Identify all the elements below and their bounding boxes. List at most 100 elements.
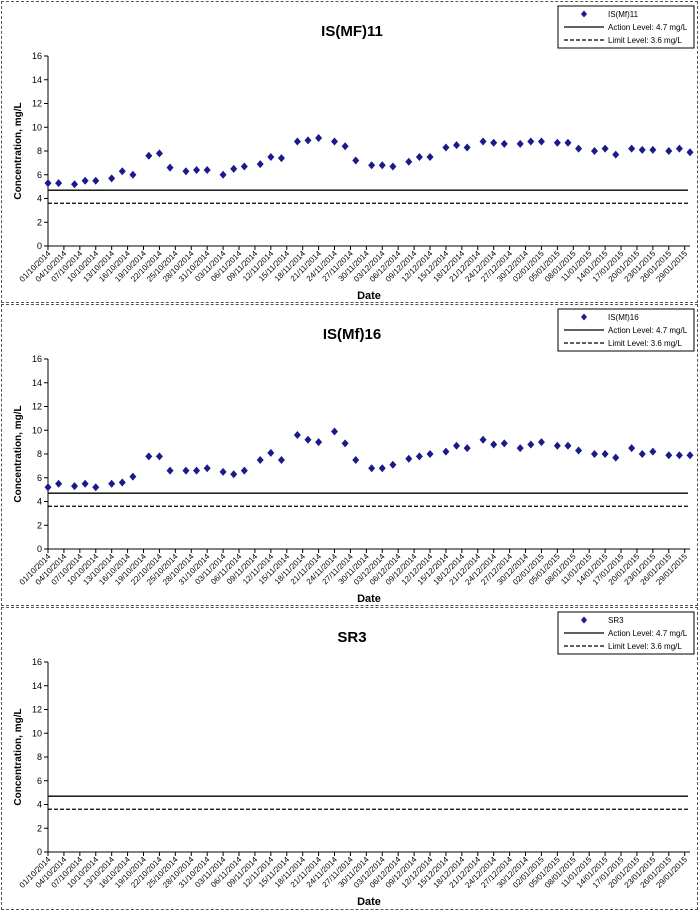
data-point (479, 435, 487, 444)
y-tick-label: 2 (37, 217, 42, 227)
data-point (44, 179, 52, 188)
y-axis-label: Concentration, mg/L (13, 708, 24, 805)
data-point (463, 143, 471, 152)
data-point (368, 464, 376, 473)
data-point (55, 479, 63, 488)
y-tick-label: 16 (32, 657, 42, 667)
data-point (230, 164, 238, 173)
data-point (516, 139, 524, 148)
data-point (389, 162, 397, 171)
data-point (575, 446, 583, 455)
data-point (108, 174, 116, 183)
legend: IS(Mf)16 Action Level: 4.7 mg/L Limit Leve… (557, 308, 695, 352)
data-point (182, 167, 190, 176)
y-axis-label: Concentration, mg/L (13, 405, 24, 502)
chart-is-mf-11: IS(MF)11 0 2 4 6 8 10 12 14 16 Concentration, mg/L… (13, 5, 695, 302)
data-point (463, 444, 471, 453)
x-axis-label: Date (357, 290, 381, 302)
data-point (166, 466, 174, 475)
data-point (267, 152, 275, 161)
data-point (649, 145, 657, 154)
y-tick-label: 6 (37, 776, 42, 786)
data-point (601, 450, 609, 458)
y-tick-label: 6 (37, 473, 42, 483)
data-point (92, 176, 100, 185)
y-tick-label: 14 (32, 378, 42, 388)
data-point (537, 438, 545, 447)
data-point (203, 166, 211, 174)
data-point (129, 472, 137, 481)
y-tick-label: 10 (32, 728, 42, 738)
data-point (331, 427, 339, 436)
data-point (415, 152, 423, 161)
data-point (240, 162, 248, 171)
data-point (675, 451, 683, 460)
legend-label: IS(Mf)11 (608, 10, 639, 19)
y-tick-label: 8 (37, 146, 42, 156)
y-tick-label: 4 (37, 800, 42, 810)
data-point (71, 180, 79, 189)
y-tick-label: 0 (37, 544, 42, 554)
data-point (341, 142, 349, 151)
data-point (500, 439, 508, 448)
data-point (575, 144, 583, 153)
data-point (516, 444, 524, 453)
y-tick-label: 10 (32, 425, 42, 435)
data-point (203, 464, 211, 473)
data-point (378, 464, 386, 473)
data-point (490, 138, 498, 147)
legend-label: Action Level: 4.7 mg/L (608, 326, 688, 335)
data-point (193, 466, 201, 475)
legend-label: Limit Level: 3.6 mg/L (608, 36, 682, 45)
legend-marker-diamond (581, 10, 587, 18)
y-tick-label: 8 (37, 449, 42, 459)
legend-label: Action Level: 4.7 mg/L (608, 23, 688, 32)
chart-is-mf-16: IS(Mf)16 0 2 4 6 8 10 12 14 16 Concentration, mg/L… (13, 308, 695, 605)
y-tick-label: 16 (32, 354, 42, 364)
data-point (219, 467, 227, 476)
x-axis-label: Date (357, 593, 381, 605)
data-point (182, 466, 190, 475)
legend-label: IS(Mf)16 (608, 313, 639, 322)
data-point (628, 144, 636, 153)
data-point (341, 439, 349, 448)
data-point (55, 179, 63, 188)
data-point (155, 149, 163, 158)
data-point (293, 431, 301, 439)
data-point (304, 136, 312, 145)
data-point (686, 451, 694, 460)
y-tick-label: 0 (37, 847, 42, 857)
data-point (500, 139, 508, 148)
data-point (638, 450, 646, 458)
data-point (44, 483, 52, 492)
legend-label: Limit Level: 3.6 mg/L (608, 642, 682, 651)
data-point (331, 137, 339, 146)
data-point (405, 157, 413, 166)
data-point (118, 167, 126, 176)
data-point (277, 154, 285, 163)
data-point (564, 441, 572, 450)
data-point (81, 479, 89, 488)
data-point (415, 452, 423, 461)
y-tick-label: 2 (37, 520, 42, 530)
data-point (155, 452, 163, 461)
chart-panel-3: SR3 0 2 4 6 8 10 12 14 16 Concentration, mg/L 01/10… (1, 607, 698, 910)
data-point (426, 450, 434, 458)
y-tick-label: 14 (32, 75, 42, 85)
data-point (256, 455, 264, 464)
x-axis-label: Date (357, 896, 381, 908)
legend-label: SR3 (608, 616, 624, 625)
y-tick-label: 14 (32, 681, 42, 691)
legend-label: Action Level: 4.7 mg/L (608, 629, 688, 638)
data-point (315, 133, 323, 142)
data-point (649, 447, 657, 456)
data-point (590, 450, 598, 458)
data-point (453, 141, 461, 150)
data-point (129, 170, 137, 179)
data-point (612, 150, 620, 159)
y-tick-label: 16 (32, 51, 42, 61)
data-point (426, 152, 434, 161)
data-point (564, 138, 572, 147)
data-point (256, 160, 264, 169)
y-tick-label: 0 (37, 241, 42, 251)
